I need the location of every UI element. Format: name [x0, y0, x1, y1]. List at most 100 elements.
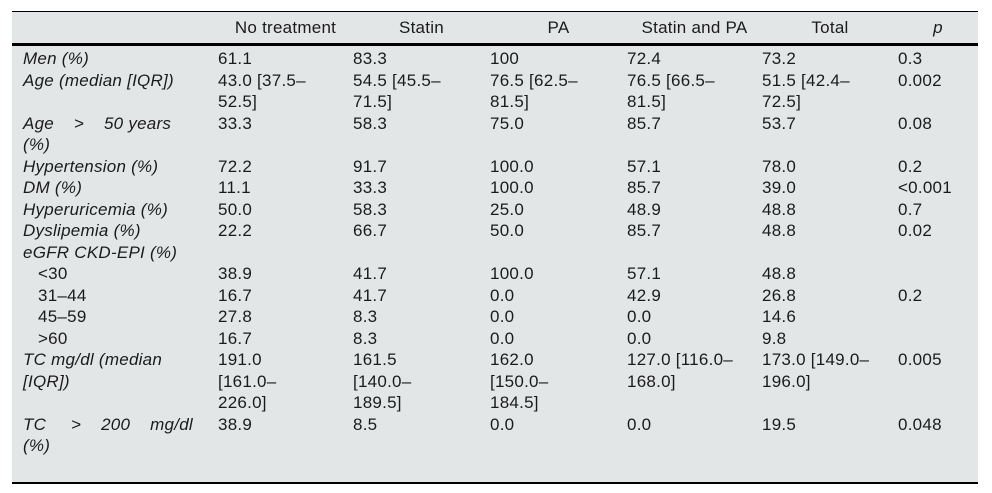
- value-cell: 0.08: [898, 113, 933, 133]
- value-cell: [218, 242, 353, 264]
- header-cell-pa: PA: [547, 17, 570, 37]
- value-cell: 0.048: [898, 414, 942, 434]
- value-cell: 9.8: [762, 328, 787, 348]
- value-cell: 54.5 [45.5– 71.5]: [353, 70, 441, 112]
- value-cell: 16.7: [218, 285, 253, 305]
- header-cell-total: Total: [811, 17, 849, 37]
- value-cell: 8.5: [353, 414, 378, 434]
- row-label: 31–44: [38, 285, 87, 305]
- value-cell: 58.3: [353, 199, 388, 219]
- value-cell: 0.0: [490, 328, 515, 348]
- value-cell: 100.0: [490, 156, 534, 176]
- row-label: 45–59: [38, 307, 87, 326]
- value-cell: 75.0: [490, 113, 525, 133]
- value-cell: 41.7: [353, 264, 388, 283]
- value-cell: 0.2: [898, 156, 923, 176]
- table-panel: No treatment Statin PA Statin and PA Total p …: [12, 11, 978, 484]
- value-cell: 0.0: [627, 307, 652, 326]
- value-cell: 57.1: [627, 156, 662, 176]
- value-cell: 19.5: [762, 414, 797, 434]
- value-cell: 50.0: [490, 221, 525, 240]
- value-cell: 0.0: [490, 285, 515, 305]
- value-cell: 38.9: [218, 264, 253, 283]
- table-row: eGFR CKD-EPI (%): [12, 242, 978, 264]
- value-cell: 0.0: [490, 414, 515, 434]
- header-row: No treatment Statin PA Statin and PA Total p: [12, 12, 978, 45]
- row-label: >60: [38, 328, 68, 348]
- row-label: Hypertension (%): [23, 156, 159, 176]
- table-row: >60 16.7 8.3 0.0 0.0 9.8: [12, 328, 978, 350]
- value-cell: 42.9: [627, 285, 662, 305]
- value-cell: 100: [490, 49, 520, 68]
- value-cell: [627, 242, 762, 264]
- value-cell: 72.4: [627, 49, 662, 68]
- clinical-characteristics-table: No treatment Statin PA Statin and PA Total p …: [12, 12, 978, 457]
- table-row: Dyslipemia (%) 22.2 66.7 50.0 85.7 48.8 0.02: [12, 220, 978, 242]
- value-cell: [898, 328, 978, 350]
- value-cell: 57.1: [627, 264, 662, 283]
- row-label: Dyslipemia (%): [23, 221, 141, 240]
- header-cell-statin-and-pa: Statin and PA: [641, 17, 748, 37]
- value-cell: <0.001: [898, 178, 952, 197]
- row-label: Age > 50 years (%): [23, 113, 172, 155]
- value-cell: 48.8: [762, 264, 797, 283]
- row-label: Men (%): [23, 49, 89, 68]
- row-label: Hyperuricemia (%): [23, 199, 168, 219]
- value-cell: 66.7: [353, 221, 388, 240]
- value-cell: 0.7: [898, 199, 923, 219]
- value-cell: 16.7: [218, 328, 253, 348]
- value-cell: 85.7: [627, 178, 662, 197]
- value-cell: 25.0: [490, 199, 525, 219]
- table-row: Age > 50 years (%) 33.3 58.3 75.0 85.7 53.7 0.…: [12, 113, 978, 156]
- value-cell: 73.2: [762, 49, 797, 68]
- value-cell: 11.1: [218, 178, 251, 197]
- row-label: eGFR CKD-EPI (%): [23, 242, 178, 262]
- value-cell: [353, 242, 490, 264]
- value-cell: [490, 242, 627, 264]
- value-cell: 161.5 [140.0– 189.5]: [353, 350, 412, 412]
- value-cell: 27.8: [218, 307, 253, 326]
- value-cell: 48.8: [762, 199, 797, 219]
- value-cell: 91.7: [353, 156, 388, 176]
- table-row: Men (%) 61.1 83.3 100 72.4 73.2 0.3: [12, 45, 978, 70]
- value-cell: 0.0: [627, 414, 652, 434]
- header-cell-no-treatment: No treatment: [234, 17, 337, 37]
- value-cell: 127.0 [116.0– 168.0]: [627, 350, 733, 391]
- value-cell: 100.0: [490, 264, 534, 283]
- value-cell: 0.002: [898, 70, 942, 90]
- value-cell: 72.2: [218, 156, 253, 176]
- value-cell: [898, 242, 978, 264]
- table-row: DM (%) 11.1 33.3 100.0 85.7 39.0 <0.001: [12, 177, 978, 199]
- value-cell: 26.8: [762, 285, 797, 305]
- value-cell: 53.7: [762, 113, 797, 133]
- value-cell: 43.0 [37.5– 52.5]: [218, 70, 306, 112]
- table-row: 31–44 16.7 41.7 0.0 42.9 26.8 0.2: [12, 285, 978, 307]
- value-cell: 0.005: [898, 350, 942, 369]
- table-row: TC mg/dl (median [IQR]) 191.0 [161.0– 226…: [12, 349, 978, 414]
- value-cell: 0.02: [898, 221, 933, 240]
- value-cell: 0.2: [898, 285, 923, 305]
- value-cell: 61.1: [218, 49, 253, 68]
- value-cell: 78.0: [762, 156, 797, 176]
- value-cell: 51.5 [42.4– 72.5]: [762, 70, 850, 112]
- value-cell: [898, 263, 978, 285]
- value-cell: 83.3: [353, 49, 388, 68]
- value-cell: 38.9: [218, 414, 253, 434]
- value-cell: 173.0 [149.0– 196.0]: [762, 350, 870, 391]
- value-cell: 8.3: [353, 307, 378, 326]
- value-cell: 8.3: [353, 328, 378, 348]
- table-row: 45–59 27.8 8.3 0.0 0.0 14.6: [12, 306, 978, 328]
- bottom-spacer: [12, 457, 978, 482]
- row-label: DM (%): [23, 178, 83, 197]
- value-cell: 22.2: [218, 221, 253, 240]
- value-cell: 48.8: [762, 221, 797, 240]
- row-label: TC > 200 mg/dl (%): [23, 414, 193, 456]
- value-cell: 85.7: [627, 113, 662, 133]
- table-body: Men (%) 61.1 83.3 100 72.4 73.2 0.3 Age (median…: [12, 45, 978, 457]
- value-cell: 191.0 [161.0– 226.0]: [218, 350, 277, 412]
- value-cell: 48.9: [627, 199, 662, 219]
- value-cell: [762, 242, 898, 264]
- header-cell-empty: [12, 12, 218, 45]
- value-cell: 76.5 [62.5– 81.5]: [490, 70, 578, 112]
